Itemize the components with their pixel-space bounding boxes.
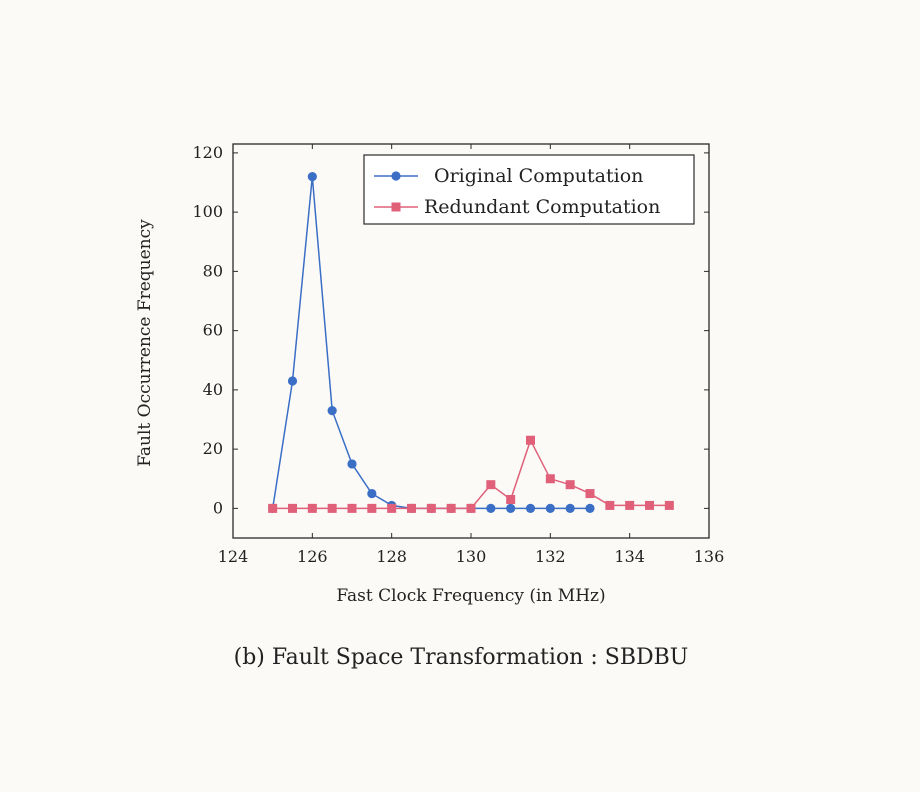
legend-marker xyxy=(391,171,401,181)
x-tick-label: 132 xyxy=(535,547,566,566)
data-point xyxy=(585,489,595,499)
data-point xyxy=(486,503,496,513)
plot-frame xyxy=(232,143,710,539)
data-point xyxy=(545,474,555,484)
series-line xyxy=(271,176,590,510)
y-tick-labels: 0 20 40 60 80 100 120 xyxy=(192,143,223,517)
figure-caption: (b) Fault Space Transformation : SBDBU xyxy=(234,645,689,670)
data-point xyxy=(605,500,615,510)
legend-entry: Original Computation xyxy=(374,165,643,187)
x-axis-label: Fast Clock Frequency (in MHz) xyxy=(336,586,605,606)
x-tick-labels: 124 126 128 130 132 134 136 xyxy=(218,547,725,566)
y-tick-label: 80 xyxy=(203,261,223,280)
data-point xyxy=(645,500,654,510)
data-point xyxy=(545,503,555,513)
data-point xyxy=(486,480,496,490)
y-tick-label: 0 xyxy=(213,498,223,517)
data-point xyxy=(347,459,357,469)
y-tick-label: 60 xyxy=(203,321,223,340)
data-point xyxy=(526,435,535,445)
data-point xyxy=(327,406,337,416)
data-point xyxy=(565,480,575,490)
data-point xyxy=(367,488,377,499)
y-tick-label: 40 xyxy=(203,380,223,399)
data-point xyxy=(446,503,456,513)
data-point xyxy=(426,503,436,513)
y-tick-label: 20 xyxy=(203,439,223,458)
data-point xyxy=(664,500,674,510)
data-point xyxy=(287,376,298,386)
legend: Original Computation Redundant Computatio… xyxy=(363,154,695,225)
series-redundant xyxy=(268,435,674,513)
x-tick-label: 130 xyxy=(456,547,487,566)
legend-entry: Redundant Computation xyxy=(374,196,660,218)
x-tick-label: 136 xyxy=(694,547,725,566)
y-tick-label: 100 xyxy=(192,202,223,221)
legend-marker xyxy=(391,202,401,212)
data-point xyxy=(585,503,595,513)
data-point xyxy=(565,503,575,513)
data-point xyxy=(307,171,317,182)
y-axis-label: Fault Occurrence Frequency xyxy=(135,219,155,467)
x-tick-label: 134 xyxy=(614,547,645,566)
data-point xyxy=(327,503,337,513)
x-tick-label: 126 xyxy=(297,547,328,566)
legend-label: Original Computation xyxy=(434,165,643,187)
legend-label: Redundant Computation xyxy=(424,196,660,218)
data-point xyxy=(307,503,317,513)
data-point xyxy=(506,503,516,513)
data-point xyxy=(525,503,536,513)
x-tick-label: 128 xyxy=(376,547,407,566)
data-point xyxy=(367,503,377,513)
data-point xyxy=(625,500,635,510)
series-line xyxy=(272,438,670,510)
data-point xyxy=(407,503,416,513)
data-point xyxy=(347,503,357,513)
data-point xyxy=(288,503,297,513)
x-tick-label: 124 xyxy=(218,547,249,566)
data-point xyxy=(268,503,278,513)
legend-box xyxy=(363,154,695,225)
y-tick-label: 120 xyxy=(192,143,223,162)
data-point xyxy=(387,503,397,513)
data-point xyxy=(466,503,476,513)
series-layer xyxy=(268,171,674,513)
data-point xyxy=(506,494,516,504)
